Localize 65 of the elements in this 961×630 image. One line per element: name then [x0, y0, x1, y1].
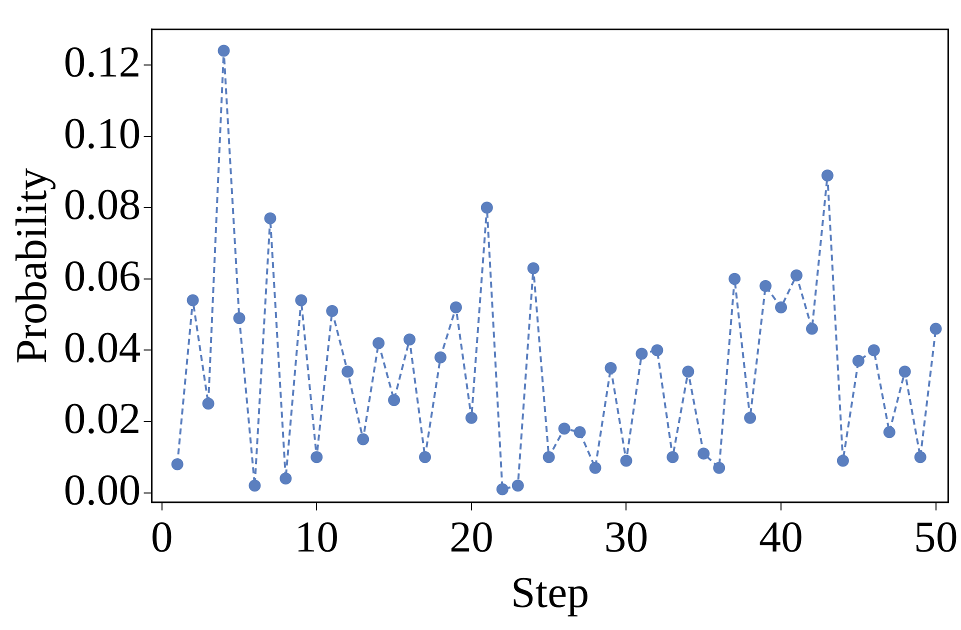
- point: [295, 294, 308, 306]
- point: [542, 451, 555, 464]
- point: [868, 344, 880, 356]
- point: [326, 304, 338, 317]
- y-tick-label: 0.12: [64, 38, 141, 87]
- point: [280, 472, 292, 485]
- point: [372, 337, 385, 350]
- point: [604, 362, 617, 374]
- point: [404, 334, 416, 346]
- point: [342, 366, 354, 378]
- point: [218, 44, 230, 57]
- point: [589, 462, 602, 474]
- x-tick-label: 10: [294, 512, 339, 562]
- y-axis-title: Probability: [6, 168, 56, 364]
- x-tick-label: 30: [604, 512, 648, 562]
- point: [698, 448, 710, 460]
- y-tick-label: 0.02: [64, 394, 141, 444]
- point: [527, 262, 540, 274]
- point: [806, 322, 818, 335]
- point: [728, 272, 741, 285]
- point: [883, 426, 896, 438]
- x-tick-label: 50: [914, 512, 958, 562]
- point: [930, 322, 942, 335]
- point: [419, 451, 432, 464]
- point: [574, 426, 586, 438]
- x-tick-label: 20: [449, 512, 494, 562]
- point: [480, 202, 493, 214]
- point: [744, 412, 756, 424]
- point: [914, 451, 926, 464]
- point: [357, 433, 370, 446]
- point: [465, 412, 478, 424]
- point: [620, 454, 632, 467]
- point: [636, 348, 648, 360]
- y-tick-label: 0.04: [64, 322, 141, 372]
- point: [558, 422, 570, 435]
- x-tick-label: 0: [150, 512, 173, 562]
- point: [233, 312, 246, 324]
- point: [775, 301, 788, 314]
- point: [651, 344, 664, 356]
- point: [512, 480, 524, 492]
- point: [666, 451, 679, 464]
- y-tick-label: 0.08: [64, 180, 141, 230]
- point: [496, 483, 508, 496]
- y-tick-label: 0.10: [64, 108, 141, 158]
- point: [836, 454, 849, 467]
- point: [852, 354, 864, 367]
- point: [898, 366, 911, 378]
- x-axis-title: Step: [510, 568, 590, 618]
- x-tick-label: 40: [759, 512, 804, 562]
- point: [434, 351, 446, 364]
- point: [388, 394, 400, 406]
- point: [450, 301, 462, 314]
- point: [186, 294, 199, 306]
- point: [202, 398, 214, 410]
- point: [790, 269, 802, 282]
- point: [310, 451, 323, 464]
- point: [171, 458, 184, 470]
- point: [248, 480, 261, 492]
- point: [821, 170, 834, 182]
- point: [264, 212, 276, 224]
- point: [682, 366, 694, 378]
- point: [713, 462, 726, 474]
- y-tick-label: 0.06: [64, 251, 141, 300]
- y-tick-label: 0.00: [64, 465, 141, 514]
- point: [760, 280, 772, 292]
